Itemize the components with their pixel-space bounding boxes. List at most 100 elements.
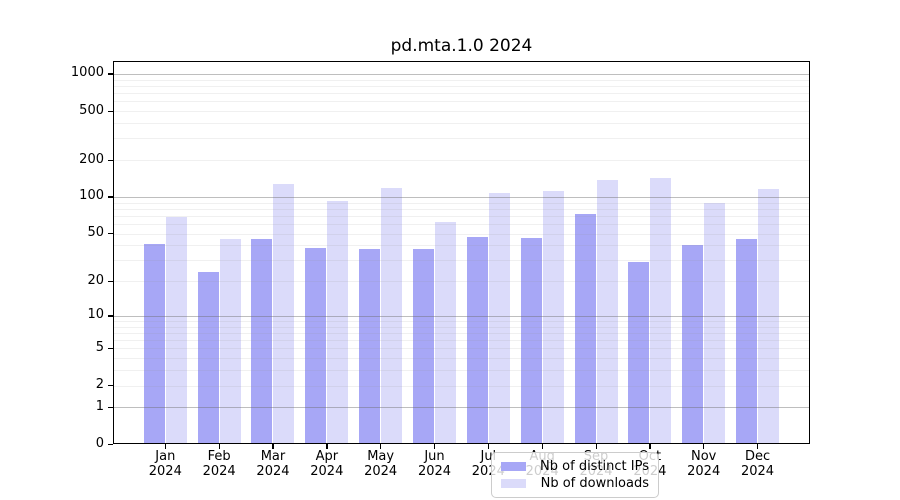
gridline-minor: [113, 233, 810, 235]
x-tick-mark: [434, 444, 436, 449]
y-tick-label: 100: [79, 188, 104, 204]
legend-label-distinct-ips: Nb of distinct IPs: [540, 458, 649, 474]
bar-downloads-jul: [488, 193, 510, 444]
gridline-minor: [113, 348, 810, 350]
y-tick-mark: [108, 385, 113, 387]
y-tick-mark: [108, 233, 113, 235]
x-tick-label: May 2024: [364, 449, 398, 479]
gridline-minor: [113, 202, 810, 204]
y-tick-mark: [108, 73, 113, 75]
gridline-major: [113, 73, 810, 75]
bar-distinct-ips-oct: [628, 262, 650, 444]
x-tick-mark: [703, 444, 705, 449]
bar-distinct-ips-sep: [574, 213, 596, 444]
x-tick-mark: [218, 444, 220, 449]
bar-downloads-jan: [165, 217, 187, 444]
legend-swatch-downloads: [501, 479, 526, 489]
bar-distinct-ips-may: [359, 249, 381, 444]
y-tick-label: 2: [95, 377, 104, 393]
x-tick-label: Nov 2024: [687, 449, 721, 479]
bar-downloads-aug: [542, 190, 564, 444]
bar-distinct-ips-aug: [520, 237, 542, 444]
legend-row-downloads: Nb of downloads: [501, 476, 649, 491]
bar-distinct-ips-jun: [413, 249, 434, 444]
legend-row-distinct-ips: Nb of distinct IPs: [501, 459, 649, 474]
y-tick-label: 10: [87, 307, 104, 323]
y-tick-mark: [108, 443, 113, 445]
bar-downloads-nov: [704, 202, 726, 444]
gridline-minor: [113, 245, 810, 247]
bar-distinct-ips-feb: [197, 271, 219, 444]
x-tick-label: Apr 2024: [310, 449, 344, 479]
gridline-minor: [113, 123, 810, 124]
x-tick-label: Jun 2024: [417, 449, 452, 479]
gridline-minor: [113, 385, 810, 387]
bar-distinct-ips-nov: [682, 245, 704, 444]
bar-distinct-ips-mar: [251, 239, 273, 444]
bar-distinct-ips-jan: [143, 244, 165, 444]
bar-distinct-ips-dec: [736, 239, 758, 444]
gridline-minor: [113, 224, 810, 225]
x-tick-mark: [541, 444, 543, 449]
x-tick-mark: [757, 444, 759, 449]
bar-downloads-apr: [327, 200, 349, 444]
legend: Nb of distinct IPs Nb of downloads: [491, 452, 659, 498]
bar-downloads-sep: [596, 179, 618, 444]
y-tick-label: 50: [87, 225, 104, 241]
gridline-major: [113, 196, 810, 198]
bar-downloads-jun: [435, 222, 456, 444]
y-tick-mark: [108, 159, 113, 161]
x-tick-mark: [380, 444, 382, 449]
gridline-minor: [113, 79, 810, 81]
y-tick-mark: [108, 315, 113, 317]
gridline-minor: [113, 321, 810, 322]
y-tick-label: 0: [95, 435, 104, 451]
x-tick-label: Jan 2024: [148, 449, 182, 479]
legend-swatch-distinct-ips: [501, 461, 526, 471]
chart-title: pd.mta.1.0 2024: [390, 36, 533, 56]
bar-distinct-ips-apr: [305, 248, 327, 444]
y-tick-mark: [108, 406, 113, 409]
x-tick-mark: [595, 444, 597, 449]
gridline-minor: [113, 358, 810, 360]
gridline-minor: [113, 332, 810, 334]
y-tick-mark: [108, 110, 113, 112]
y-tick-mark: [108, 280, 113, 282]
bar-downloads-oct: [650, 178, 672, 444]
x-tick-label: Mar 2024: [256, 449, 290, 479]
y-tick-label: 1: [95, 398, 104, 414]
bar-downloads-dec: [758, 189, 780, 444]
bar-downloads-feb: [219, 239, 241, 444]
y-tick-label: 500: [79, 102, 104, 118]
y-tick-mark: [108, 196, 113, 198]
gridline-minor: [113, 160, 810, 162]
grid-layer: [113, 61, 810, 444]
gridline-major: [113, 407, 810, 409]
gridline-minor: [113, 326, 810, 328]
x-tick-label: Dec 2024: [740, 449, 775, 479]
gridline-minor: [113, 85, 810, 87]
plot-area: Nb of distinct IPs Nb of downloads: [113, 61, 810, 498]
gridline-minor: [113, 260, 810, 262]
bar-downloads-mar: [273, 183, 295, 444]
gridline-minor: [113, 208, 810, 210]
bars-layer: [113, 61, 810, 444]
gridline-minor: [113, 370, 810, 372]
bar-downloads-may: [381, 187, 403, 444]
y-tick-label: 200: [79, 151, 104, 167]
gridline-minor: [113, 215, 810, 217]
gridline-minor: [113, 281, 810, 283]
y-tick-label: 1000: [70, 65, 104, 81]
x-tick-mark: [272, 444, 274, 449]
x-tick-mark: [326, 444, 328, 449]
y-tick-mark: [108, 347, 113, 350]
gridline-minor: [113, 93, 810, 95]
y-tick-label: 20: [87, 272, 104, 288]
bar-distinct-ips-jul: [466, 236, 488, 444]
x-tick-mark: [487, 444, 490, 449]
y-tick-label: 5: [95, 339, 104, 355]
x-tick-mark: [164, 444, 167, 449]
gridline-major: [113, 315, 810, 317]
gridline-minor: [113, 111, 810, 113]
